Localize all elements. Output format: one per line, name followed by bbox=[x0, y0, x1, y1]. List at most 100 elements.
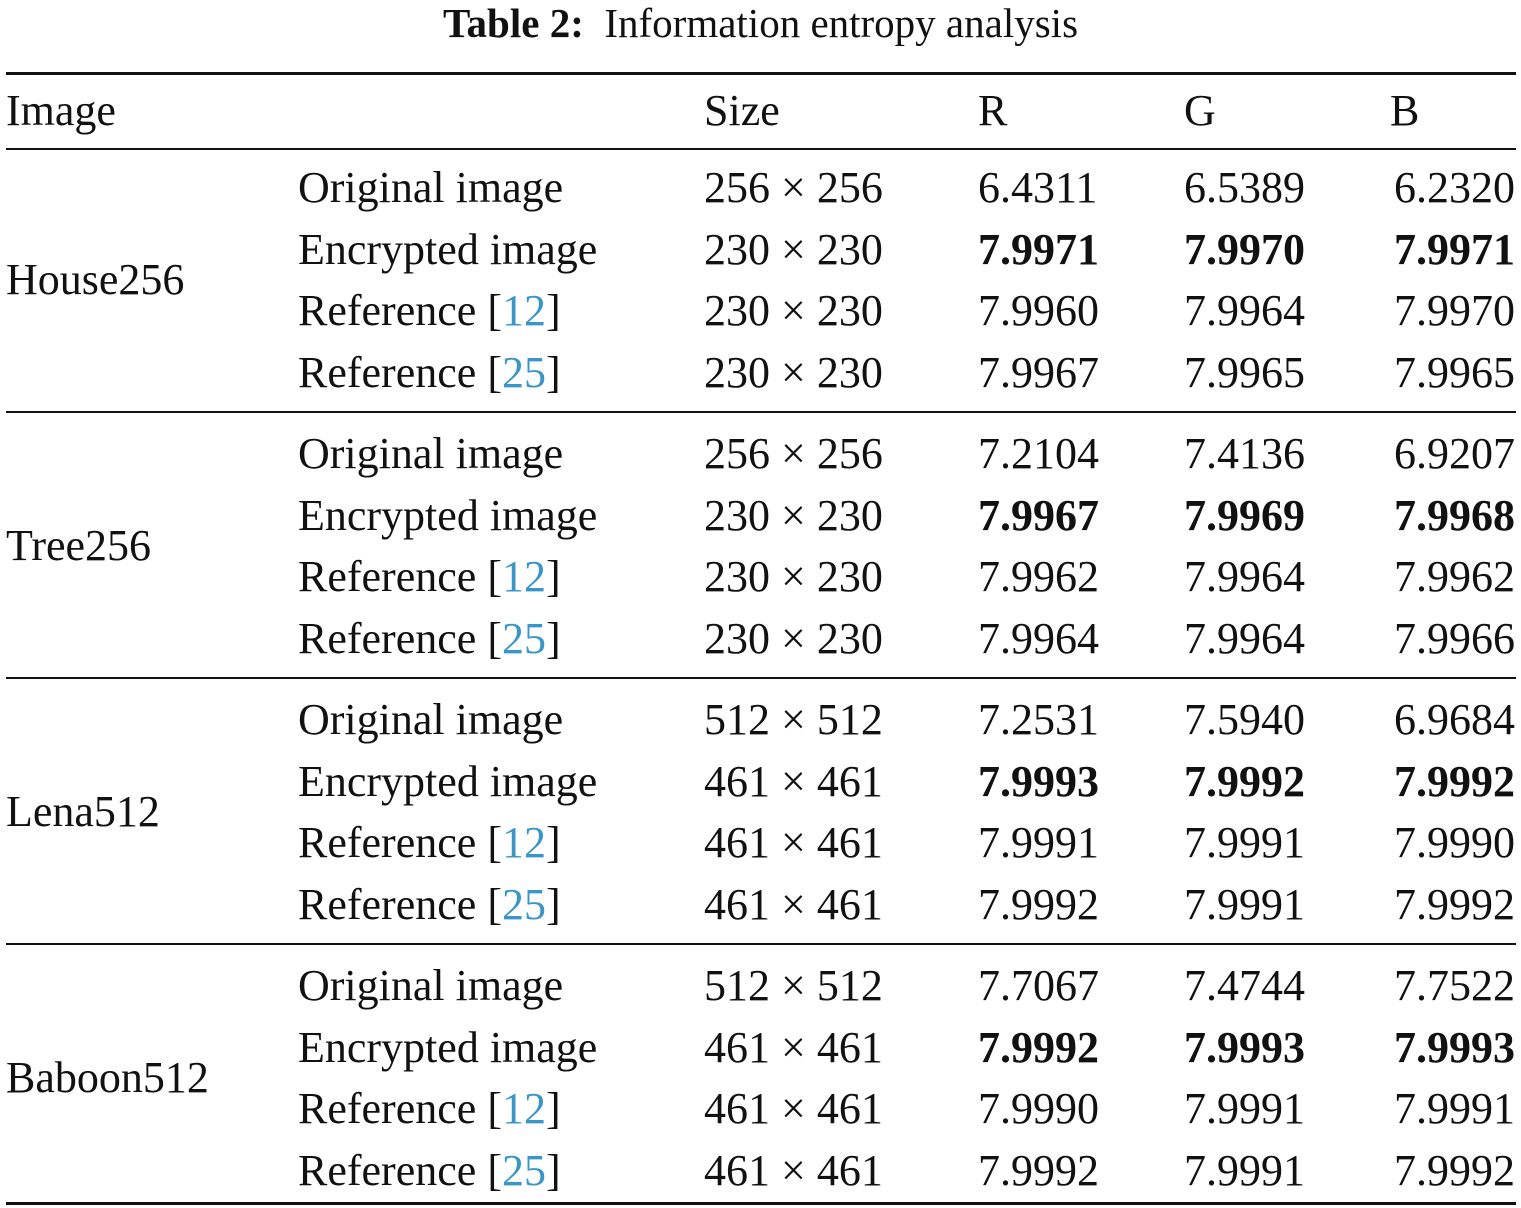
b-value-cell: 6.2320 bbox=[1394, 163, 1515, 212]
method-label: Original image bbox=[298, 163, 563, 213]
size-cell: 512 × 512 bbox=[704, 695, 883, 744]
r-value-cell: 7.7067 bbox=[978, 961, 1099, 1010]
method-label-text: Reference bbox=[298, 1145, 477, 1195]
header-r: R bbox=[978, 86, 1008, 135]
method-label: Reference [12] bbox=[298, 1084, 561, 1133]
r-value-cell: 7.9992 bbox=[978, 1145, 1099, 1195]
method-label-text: Reference bbox=[298, 879, 477, 929]
image-name: House256 bbox=[6, 255, 185, 305]
b-value-cell: 7.9990 bbox=[1394, 818, 1515, 867]
method-label: Reference [12] bbox=[298, 552, 561, 601]
r-value-cell: 7.9992 bbox=[978, 1022, 1099, 1072]
top-rule bbox=[6, 72, 1516, 75]
g-value-cell: 7.9993 bbox=[1184, 1022, 1305, 1072]
group-separator-rule bbox=[6, 677, 1516, 679]
b-value-cell: 7.9965 bbox=[1394, 347, 1515, 397]
size-cell: 461 × 461 bbox=[704, 1145, 883, 1195]
size-cell: 461 × 461 bbox=[704, 1084, 883, 1133]
method-label: Reference [12] bbox=[298, 286, 561, 335]
method-label-text: Reference bbox=[298, 347, 477, 397]
size-cell: 230 × 230 bbox=[704, 224, 883, 274]
size-cell: 230 × 230 bbox=[704, 613, 883, 663]
g-value-cell: 7.9991 bbox=[1184, 1084, 1305, 1133]
method-label: Encrypted image bbox=[298, 491, 597, 541]
b-value-cell: 6.9207 bbox=[1394, 429, 1515, 478]
r-value-cell: 7.9971 bbox=[978, 224, 1099, 274]
method-label: Original image bbox=[298, 429, 563, 479]
b-value-cell: 6.9684 bbox=[1394, 695, 1515, 744]
citation-link[interactable]: 12 bbox=[501, 552, 546, 601]
citation-link[interactable]: 12 bbox=[501, 286, 546, 335]
method-label: Reference [25] bbox=[298, 613, 561, 663]
citation-link[interactable]: 12 bbox=[501, 1084, 546, 1133]
r-value-cell: 7.9991 bbox=[978, 818, 1099, 867]
method-label-text: Original image bbox=[298, 163, 564, 212]
method-label-text: Encrypted image bbox=[298, 490, 598, 540]
b-value-cell: 7.9968 bbox=[1394, 490, 1515, 540]
method-label-text: Encrypted image bbox=[298, 756, 598, 806]
method-label-text: Reference bbox=[298, 1084, 477, 1133]
size-cell: 256 × 256 bbox=[704, 429, 883, 478]
b-value-cell: 7.9992 bbox=[1394, 1145, 1515, 1195]
r-value-cell: 7.9992 bbox=[978, 879, 1099, 929]
method-label: Encrypted image bbox=[298, 1023, 597, 1073]
image-name: Baboon512 bbox=[6, 1053, 209, 1103]
table-caption: Table 2: Information entropy analysis bbox=[0, 0, 1521, 50]
b-value-cell: 7.9970 bbox=[1394, 286, 1515, 335]
size-cell: 512 × 512 bbox=[704, 961, 883, 1010]
citation-link[interactable]: 25 bbox=[501, 613, 546, 663]
citation-link[interactable]: 12 bbox=[501, 818, 546, 867]
header-g: G bbox=[1184, 86, 1216, 135]
r-value-cell: 7.9960 bbox=[978, 286, 1099, 335]
method-label-text: Reference bbox=[298, 613, 477, 663]
size-cell: 230 × 230 bbox=[704, 490, 883, 540]
method-label-text: Original image bbox=[298, 961, 564, 1010]
method-label-text: Encrypted image bbox=[298, 1022, 598, 1072]
size-cell: 461 × 461 bbox=[704, 879, 883, 929]
method-label-text: Reference bbox=[298, 818, 477, 867]
size-cell: 230 × 230 bbox=[704, 552, 883, 601]
g-value-cell: 7.9965 bbox=[1184, 347, 1305, 397]
citation-link[interactable]: 25 bbox=[501, 347, 546, 397]
g-value-cell: 7.9969 bbox=[1184, 490, 1305, 540]
g-value-cell: 7.9991 bbox=[1184, 1145, 1305, 1195]
b-value-cell: 7.9993 bbox=[1394, 1022, 1515, 1072]
size-cell: 230 × 230 bbox=[704, 347, 883, 397]
header-size: Size bbox=[704, 86, 780, 135]
g-value-cell: 7.9992 bbox=[1184, 756, 1305, 806]
method-label-text: Reference bbox=[298, 552, 477, 601]
b-value-cell: 7.9992 bbox=[1394, 879, 1515, 929]
g-value-cell: 7.9964 bbox=[1184, 286, 1305, 335]
size-cell: 461 × 461 bbox=[704, 1022, 883, 1072]
bottom-rule bbox=[6, 1202, 1516, 1205]
g-value-cell: 7.4744 bbox=[1184, 961, 1305, 1010]
b-value-cell: 7.9962 bbox=[1394, 552, 1515, 601]
r-value-cell: 7.2531 bbox=[978, 695, 1099, 744]
r-value-cell: 7.9993 bbox=[978, 756, 1099, 806]
method-label: Reference [25] bbox=[298, 879, 561, 929]
size-cell: 230 × 230 bbox=[704, 286, 883, 335]
size-cell: 256 × 256 bbox=[704, 163, 883, 212]
method-label: Original image bbox=[298, 695, 563, 745]
method-label-text: Original image bbox=[298, 695, 564, 744]
method-label-text: Encrypted image bbox=[298, 224, 598, 274]
r-value-cell: 7.9990 bbox=[978, 1084, 1099, 1133]
table-caption-label: Table 2: bbox=[442, 0, 584, 46]
g-value-cell: 6.5389 bbox=[1184, 163, 1305, 212]
b-value-cell: 7.7522 bbox=[1394, 961, 1515, 1010]
method-label: Encrypted image bbox=[298, 757, 597, 807]
citation-link[interactable]: 25 bbox=[501, 1145, 546, 1195]
g-value-cell: 7.5940 bbox=[1184, 695, 1305, 744]
r-value-cell: 6.4311 bbox=[978, 163, 1098, 212]
header-rule bbox=[6, 148, 1516, 150]
citation-link[interactable]: 25 bbox=[501, 879, 546, 929]
method-label-text: Reference bbox=[298, 286, 477, 335]
header-b: B bbox=[1390, 86, 1420, 135]
group-separator-rule bbox=[6, 943, 1516, 945]
group-separator-rule bbox=[6, 411, 1516, 413]
method-label: Original image bbox=[298, 961, 563, 1011]
b-value-cell: 7.9991 bbox=[1394, 1084, 1515, 1133]
b-value-cell: 7.9971 bbox=[1394, 224, 1515, 274]
method-label: Reference [25] bbox=[298, 347, 561, 397]
g-value-cell: 7.9991 bbox=[1184, 879, 1305, 929]
